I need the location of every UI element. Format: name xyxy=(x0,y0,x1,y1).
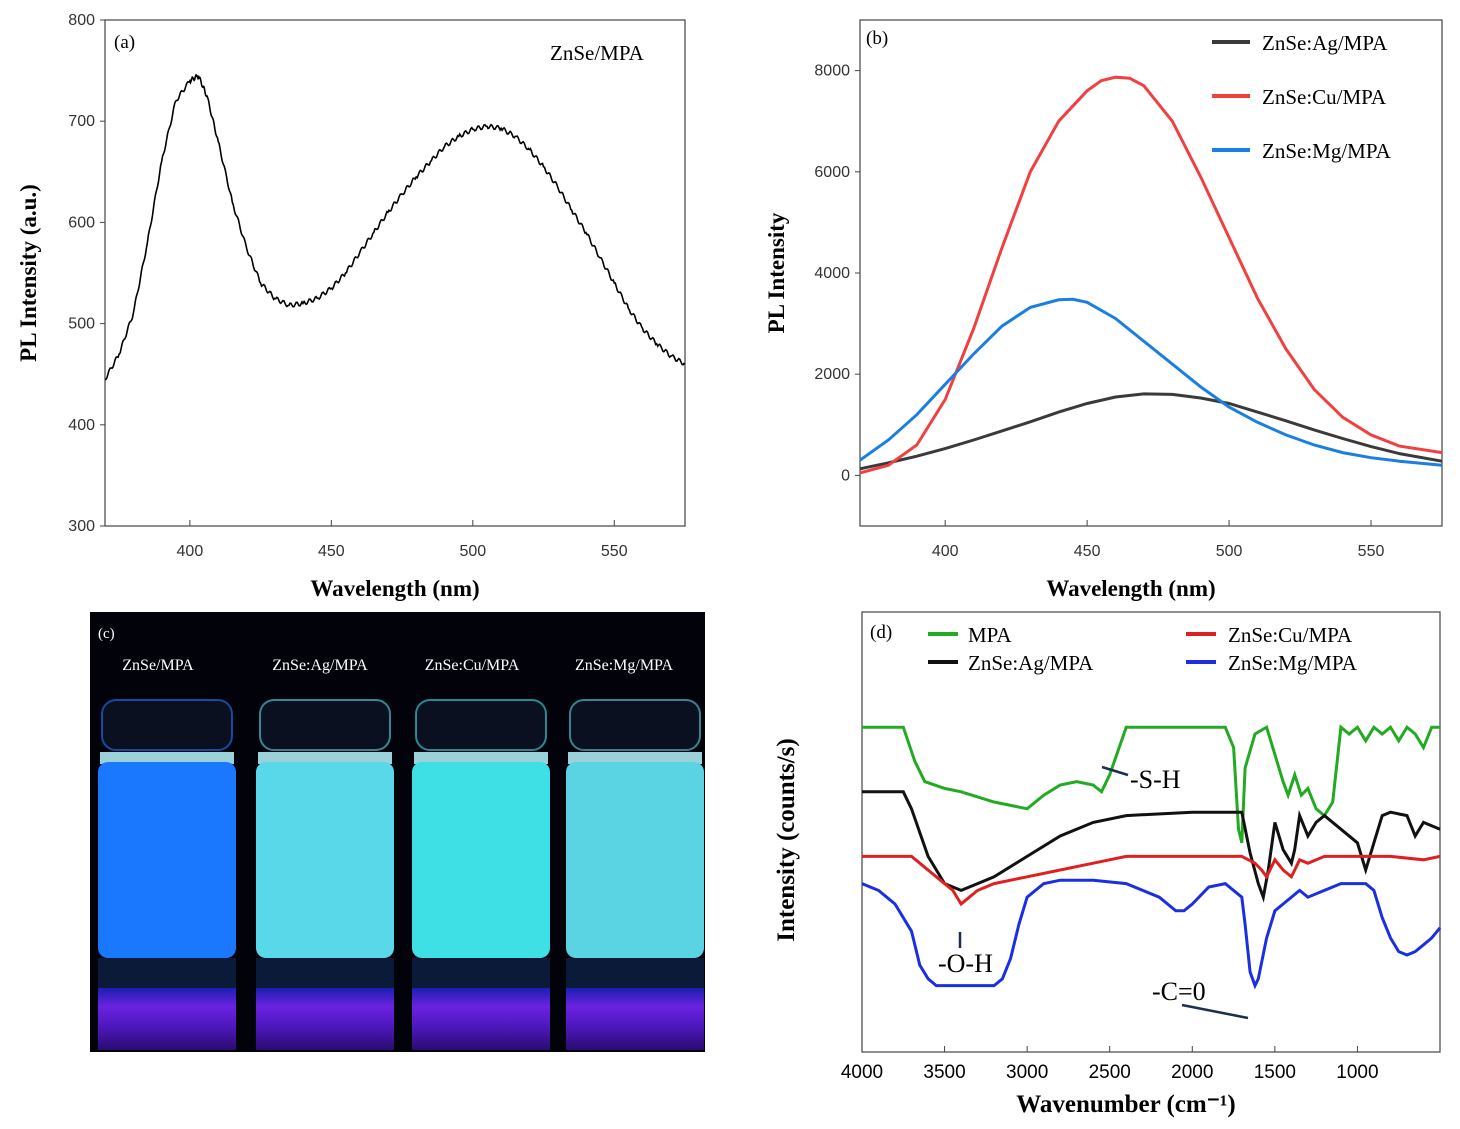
chart-b-panel-label: (b) xyxy=(866,28,888,49)
vial-photo: (c) ZnSe/MPA ZnSe:Ag/MPA ZnSe:Cu/MPA ZnSe:M… xyxy=(90,612,705,1052)
chart-a-xtick-label: 500 xyxy=(459,543,486,560)
vial-cap xyxy=(569,699,701,751)
legend-label-mg: ZnSe:Mg/MPA xyxy=(1262,139,1392,163)
vial-cap xyxy=(101,699,233,751)
annotation-sh: -S-H xyxy=(1130,765,1181,794)
vial-bottom xyxy=(412,958,550,988)
annotation-pointer-sh xyxy=(1101,765,1129,777)
chart-b-ytick-label: 6000 xyxy=(814,164,850,181)
chart-d-xtick-label: 3500 xyxy=(923,1062,965,1083)
chart-d-annotations: -S-H -O-H -C=0 xyxy=(938,765,1249,1020)
vial-cap xyxy=(415,699,547,751)
chart-a-ytick-label: 300 xyxy=(68,518,95,535)
vial-cap xyxy=(259,699,391,751)
chart-d-xtick-label: 1500 xyxy=(1254,1062,1296,1083)
chart-a-series-line xyxy=(105,74,686,381)
chart-b-xtick-label: 450 xyxy=(1074,543,1101,560)
chart-b-xtick-label: 400 xyxy=(932,543,959,560)
vial: ZnSe:Mg/MPA xyxy=(566,657,704,1050)
legend-label-mg-d: ZnSe:Mg/MPA xyxy=(1228,651,1358,675)
chart-b-series-line-mg xyxy=(859,297,1443,467)
legend-label-ag-d: ZnSe:Ag/MPA xyxy=(968,651,1094,675)
chart-b-xtick-label: 500 xyxy=(1216,543,1243,560)
vial-base-glow xyxy=(566,988,704,1050)
vial-label: ZnSe:Mg/MPA xyxy=(575,657,674,674)
chart-a-title: ZnSe/MPA xyxy=(550,41,645,65)
chart-d-xtick-label: 3000 xyxy=(1006,1062,1048,1083)
chart-d-xlabel: Wavenumber (cm⁻¹) xyxy=(1016,1091,1236,1118)
chart-b-ytick-label: 2000 xyxy=(814,366,850,383)
vial-base-glow xyxy=(98,988,236,1050)
legend-label-mpa: MPA xyxy=(968,623,1012,647)
chart-b-ytick-label: 8000 xyxy=(814,63,850,80)
vial-bottom xyxy=(98,958,236,988)
legend-label-ag: ZnSe:Ag/MPA xyxy=(1262,31,1388,55)
vial-rim xyxy=(568,752,702,764)
chart-b-ytick-label: 4000 xyxy=(814,265,850,282)
vial-bottom xyxy=(566,958,704,988)
chart-d-legend: MPA ZnSe:Ag/MPA ZnSe:Cu/MPA ZnSe:Mg/MPA xyxy=(928,623,1358,675)
chart-d-series-line-cu xyxy=(862,854,1441,907)
vial: ZnSe:Cu/MPA xyxy=(412,657,550,1050)
chart-a-ytick-label: 600 xyxy=(68,214,95,231)
chart-a-ytick-label: 800 xyxy=(68,12,95,29)
vial-base-glow xyxy=(412,988,550,1050)
vial-rim xyxy=(258,752,392,764)
chart-d-xtick-label: 2000 xyxy=(1171,1062,1213,1083)
chart-b-series-line-ag xyxy=(859,392,1443,471)
chart-b-xtick-label: 550 xyxy=(1358,543,1385,560)
chart-b: 0 2000 4000 6000 8000 400 450 500 550 (b) ZnSe:… xyxy=(764,19,1443,601)
chart-a-ytick-label: 700 xyxy=(68,113,95,130)
annotation-co: -C=0 xyxy=(1152,977,1206,1006)
chart-b-ytick-label: 0 xyxy=(841,467,850,484)
chart-a-xtick-label: 550 xyxy=(601,543,628,560)
vial: ZnSe/MPA xyxy=(98,657,236,1050)
legend-label-cu-d: ZnSe:Cu/MPA xyxy=(1228,623,1353,647)
chart-d-series-line-mg xyxy=(861,878,1442,990)
chart-d-ylabel: Intensity (counts/s) xyxy=(773,738,800,942)
vial-body xyxy=(412,762,550,958)
chart-a-xtick-label: 400 xyxy=(177,543,204,560)
vial-body xyxy=(566,762,704,958)
vial-base-glow xyxy=(256,988,394,1050)
chart-b-xlabel: Wavelength (nm) xyxy=(1046,576,1215,601)
chart-a: 300 400 500 600 700 800 400 450 500 550 (a) ZnSe… xyxy=(16,12,686,601)
vial: ZnSe:Ag/MPA xyxy=(256,657,394,1050)
chart-d-xtick-label: 4000 xyxy=(841,1062,883,1083)
chart-a-ytick-label: 400 xyxy=(68,417,95,434)
chart-a-xlabel: Wavelength (nm) xyxy=(310,576,479,601)
chart-b-series-line-cu xyxy=(859,75,1443,475)
chart-a-ytick-label: 500 xyxy=(68,316,95,333)
vial-rim xyxy=(414,752,548,764)
vial-label: ZnSe/MPA xyxy=(122,657,194,674)
chart-d-series-line-mpa xyxy=(862,724,1440,844)
chart-a-ylabel: PL Intensity (a.u.) xyxy=(16,184,41,362)
chart-b-legend: ZnSe:Ag/MPA ZnSe:Cu/MPA ZnSe:Mg/MPA xyxy=(1212,31,1392,163)
chart-b-ylabel: PL Intensity xyxy=(764,212,789,333)
vial-bottom xyxy=(256,958,394,988)
chart-a-frame xyxy=(104,19,686,527)
annotation-oh: -O-H xyxy=(938,949,993,978)
legend-label-cu: ZnSe:Cu/MPA xyxy=(1262,85,1387,109)
vial-body xyxy=(256,762,394,958)
vial-label: ZnSe:Ag/MPA xyxy=(272,657,368,674)
vial-label: ZnSe:Cu/MPA xyxy=(425,657,520,674)
chart-d-panel-label: (d) xyxy=(870,622,892,643)
chart-d-series-line-ag xyxy=(862,790,1441,903)
photo-panel-label: (c) xyxy=(98,626,115,642)
chart-d-xtick-label: 2500 xyxy=(1089,1062,1131,1083)
chart-d-frame xyxy=(861,611,1441,1053)
chart-a-panel-label: (a) xyxy=(114,32,135,53)
chart-d-xtick-label: 1000 xyxy=(1336,1062,1378,1083)
annotation-pointer-co xyxy=(1181,1003,1249,1020)
chart-d: 4000 3500 3000 2500 2000 1500 1000 (d) MPA ZnS… xyxy=(773,611,1442,1118)
vial-body xyxy=(98,762,236,958)
vial-rim xyxy=(100,752,234,764)
chart-a-xtick-label: 450 xyxy=(318,543,345,560)
